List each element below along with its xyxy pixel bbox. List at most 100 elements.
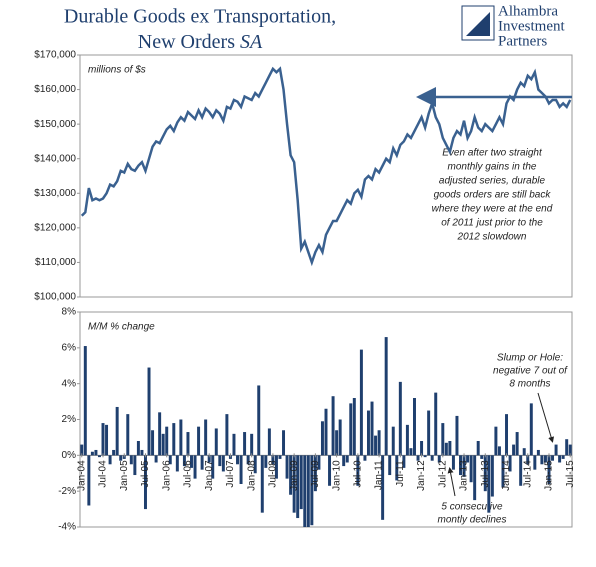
bar xyxy=(232,433,236,456)
bar xyxy=(483,455,487,492)
bar xyxy=(519,455,523,486)
annotation: where they were at the end xyxy=(432,204,553,215)
bar xyxy=(551,455,555,461)
bar xyxy=(395,455,399,481)
bar xyxy=(338,419,342,456)
y-tick-label: 0% xyxy=(62,450,77,461)
x-tick-label: Jan-06 xyxy=(161,460,172,491)
bar xyxy=(487,455,491,513)
bar xyxy=(377,430,381,456)
bar xyxy=(331,396,335,456)
bar xyxy=(529,403,533,456)
x-tick-label: Jul-14 xyxy=(522,460,533,488)
bar xyxy=(497,446,501,456)
bar xyxy=(317,455,321,470)
bar xyxy=(476,441,480,456)
x-tick-label: Jan-05 xyxy=(119,460,130,491)
x-tick-label: Jul-06 xyxy=(183,460,194,488)
bar xyxy=(112,449,116,456)
annotation: M/M % change xyxy=(88,322,155,333)
annotation: goods orders are still back xyxy=(434,190,552,201)
y-tick-label: $150,000 xyxy=(34,119,76,130)
bar xyxy=(264,455,268,468)
bar xyxy=(402,455,406,468)
annotation-arrow xyxy=(537,392,555,443)
logo-mark xyxy=(466,12,490,36)
bar xyxy=(161,433,165,456)
bar xyxy=(370,401,374,456)
x-tick-label: Jul-04 xyxy=(98,460,109,488)
bar xyxy=(352,398,356,456)
y-tick-label: -4% xyxy=(58,522,76,533)
bar xyxy=(186,432,190,456)
bar xyxy=(501,455,505,488)
bar xyxy=(246,455,250,465)
bar xyxy=(324,408,328,456)
bar xyxy=(388,455,392,476)
bar xyxy=(296,455,300,519)
logo-text: Partners xyxy=(498,33,547,49)
bar xyxy=(363,455,367,461)
bar xyxy=(260,455,264,513)
annotation: 5 consecutive xyxy=(441,502,503,513)
bar xyxy=(119,455,123,461)
y-tick-label: $130,000 xyxy=(34,188,76,199)
bar xyxy=(409,448,413,456)
bar xyxy=(282,430,286,456)
bar xyxy=(490,455,494,497)
logo-text: Investment xyxy=(498,18,565,34)
x-tick-label: Jul-10 xyxy=(352,460,363,488)
annotation: 2012 slowdown xyxy=(457,232,527,243)
bar xyxy=(299,455,303,510)
bar xyxy=(473,455,477,501)
bar xyxy=(349,403,353,456)
bar xyxy=(243,432,247,456)
bar xyxy=(239,455,243,484)
bar xyxy=(459,455,462,476)
bar xyxy=(441,423,445,456)
x-tick-label: Jul-13 xyxy=(480,460,491,488)
bar xyxy=(250,433,254,456)
bar xyxy=(430,455,434,461)
chart-title: Durable Goods ex Transportation, xyxy=(64,6,336,28)
x-tick-label: Jan-11 xyxy=(374,460,385,490)
bar xyxy=(97,455,101,458)
bar xyxy=(80,444,84,456)
bar xyxy=(108,455,112,465)
bar xyxy=(536,449,540,456)
bar xyxy=(197,426,201,456)
bar xyxy=(147,367,151,456)
bar xyxy=(87,455,91,506)
bar xyxy=(285,455,289,479)
bar xyxy=(444,442,448,456)
bar xyxy=(384,337,388,456)
line-series xyxy=(80,66,572,267)
bar xyxy=(554,444,558,456)
bar xyxy=(515,432,519,456)
bar xyxy=(267,428,271,456)
bar xyxy=(289,455,293,495)
x-tick-label: Jul-09 xyxy=(310,460,321,488)
bar xyxy=(214,428,218,456)
bar xyxy=(522,448,526,456)
bar xyxy=(561,455,565,459)
bar xyxy=(257,385,261,456)
x-tick-label: Jan-13 xyxy=(459,460,470,491)
bar xyxy=(434,392,438,456)
bar xyxy=(405,424,409,456)
bar xyxy=(172,423,176,456)
bar xyxy=(469,455,473,483)
bar xyxy=(292,455,296,513)
bar xyxy=(129,455,133,465)
bar xyxy=(526,455,530,465)
bar xyxy=(455,415,459,456)
bar xyxy=(508,455,512,472)
bar xyxy=(221,455,225,472)
x-tick-label: Jan-14 xyxy=(501,460,512,491)
bar xyxy=(136,441,140,456)
bar xyxy=(398,381,402,456)
y-tick-label: 4% xyxy=(62,378,77,389)
bar xyxy=(540,455,544,465)
annotation: monthly gains in the xyxy=(448,162,537,173)
bar xyxy=(94,449,98,456)
